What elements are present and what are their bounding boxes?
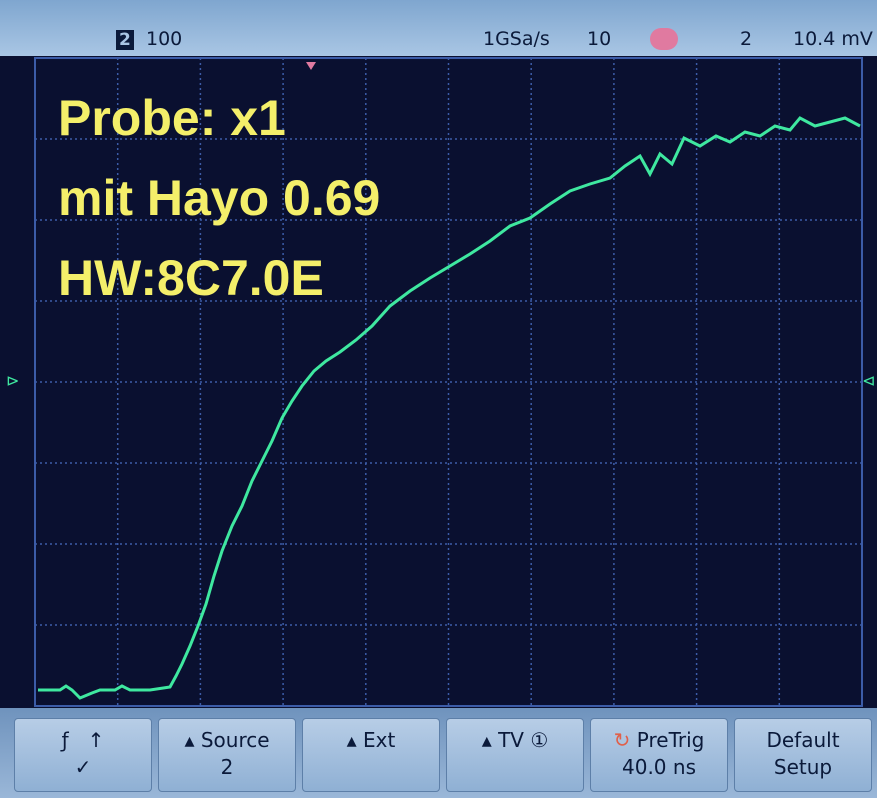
sample-rate: 1GSa/s [483,28,550,50]
tv-key[interactable]: ▴ TV ① [446,718,584,792]
key-value: 40.0 ns [591,754,727,781]
mode-value: ✓ [15,754,151,781]
channel-marker-left: ⊳ [6,371,19,390]
key-label-text: TV [498,728,524,752]
overlay-line: HW:8C7.0E [58,238,380,318]
ext-key[interactable]: ▴ Ext [302,718,440,792]
time-per-div: 10 [587,28,611,50]
volts-per-div: 100 [146,28,182,50]
key-label-text: PreTrig [637,728,705,752]
overlay-line: Probe: x1 [58,78,380,158]
key-label: ↻ PreTrig [591,727,727,754]
key-label-text: Ext [363,728,395,752]
channel-marker-right: ⊲ [862,371,875,390]
page: {"status_bar": {"channel": "2", "volts_p… [0,0,877,798]
key-label: Setup [735,754,871,781]
mode-key[interactable]: ƒ ↑✓ [14,718,152,792]
key-label: ▴ Ext [303,727,439,754]
trigger-indicator [650,28,678,50]
key-label: Default [735,727,871,754]
overlay-line: mit Hayo 0.69 [58,158,380,238]
status-bar: 2 100 1GSa/s 10 2 10.4 mV [0,0,877,56]
trigger-source: 2 [740,28,752,50]
mode-icon: ƒ ↑ [15,727,151,754]
trigger-level: 10.4 mV [793,28,873,50]
key-label: ▴ TV ① [447,727,583,754]
key-label-text: Source [201,728,270,752]
channel-badge: 2 [116,30,134,50]
overlay-text: Probe: x1 mit Hayo 0.69 HW:8C7.0E [58,78,380,318]
key-value: 2 [159,754,295,781]
key-label: ▴ Source [159,727,295,754]
